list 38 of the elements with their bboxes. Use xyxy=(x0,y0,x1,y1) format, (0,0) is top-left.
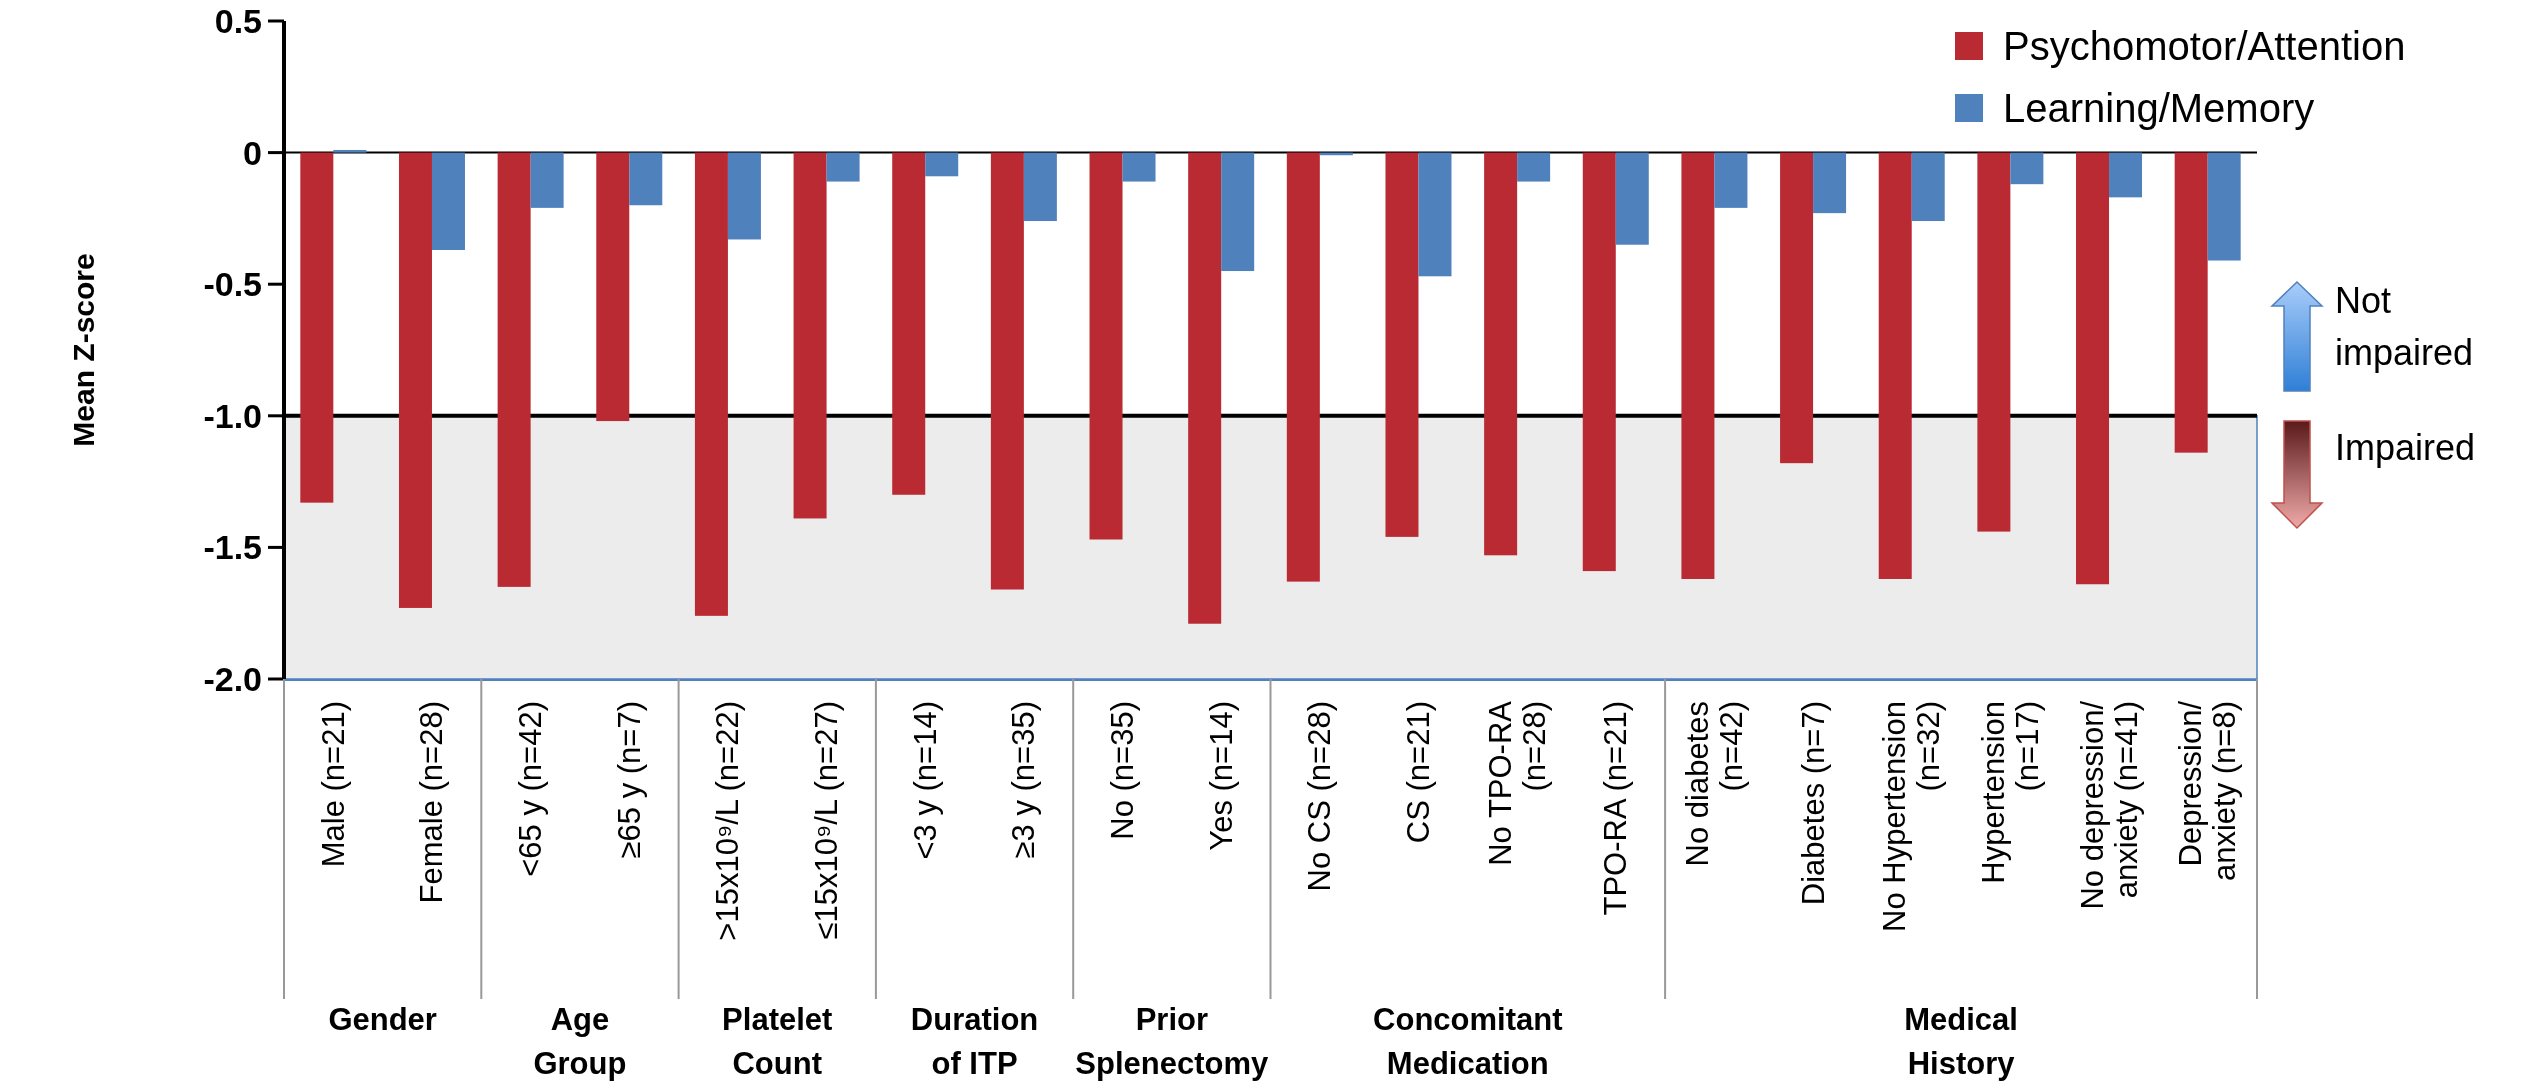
text: Duration of ITP xyxy=(910,1002,1039,1081)
x-tick-label: Depression/ anxiety (n=8) xyxy=(2173,700,2243,882)
text: Not impaired xyxy=(2335,280,2474,373)
text: Impaired xyxy=(2335,427,2476,468)
x-tick-label: Male (n=21) xyxy=(315,701,351,868)
y-tick-label: -0.5 xyxy=(203,265,262,304)
y-axis-title: Mean Z-score xyxy=(67,253,100,447)
text: Prior Splenectomy xyxy=(1075,1002,1270,1081)
x-tick-label: Diabetes (n=7) xyxy=(1795,701,1831,906)
y-tick-label: 0 xyxy=(243,133,262,172)
x-tick-label: ≥65 y (n=7) xyxy=(611,701,647,859)
y-tick-label: -1.5 xyxy=(203,528,262,567)
x-tick-label: ≥3 y (n=35) xyxy=(1006,701,1042,859)
x-tick-label: ≤15x10⁹/L (n=27) xyxy=(809,701,845,940)
text: Platelet Count xyxy=(722,1002,833,1081)
x-tick-label: No CS (n=28) xyxy=(1302,701,1338,892)
text: Concomitant Medication xyxy=(1373,1002,1563,1081)
text: Medical History xyxy=(1904,1002,2018,1081)
x-tick-label: No depression/ anxiety (n=41) xyxy=(2074,700,2144,910)
x-tick-label: No TPO-RA (n=28) xyxy=(1482,700,1552,866)
x-tick-label: CS (n=21) xyxy=(1400,701,1436,844)
y-tick-label: -1.0 xyxy=(203,396,262,435)
x-tick-label: Hypertension (n=17) xyxy=(1975,701,2045,884)
text: Age Group xyxy=(533,1002,627,1081)
x-tick-label: <65 y (n=42) xyxy=(513,701,549,877)
x-tick-label: No (n=35) xyxy=(1105,701,1141,840)
x-tick-label: No diabetes (n=42) xyxy=(1679,701,1749,867)
x-tick-label: <3 y (n=14) xyxy=(907,701,943,860)
x-tick-label: Yes (n=14) xyxy=(1203,701,1239,851)
x-tick-label: >15x10⁹/L (n=22) xyxy=(710,701,746,941)
x-tick-label: TPO-RA (n=21) xyxy=(1598,701,1634,916)
legend-label: Psychomotor/Attention xyxy=(2003,24,2406,68)
legend-label: Learning/Memory xyxy=(2003,86,2315,130)
text: Gender xyxy=(328,1002,437,1037)
y-tick-label: -2.0 xyxy=(203,660,262,698)
y-tick-label: 0.5 xyxy=(214,2,262,40)
x-tick-label: No Hypertension (n=32) xyxy=(1877,701,1947,932)
x-tick-label: Female (n=28) xyxy=(414,701,450,904)
